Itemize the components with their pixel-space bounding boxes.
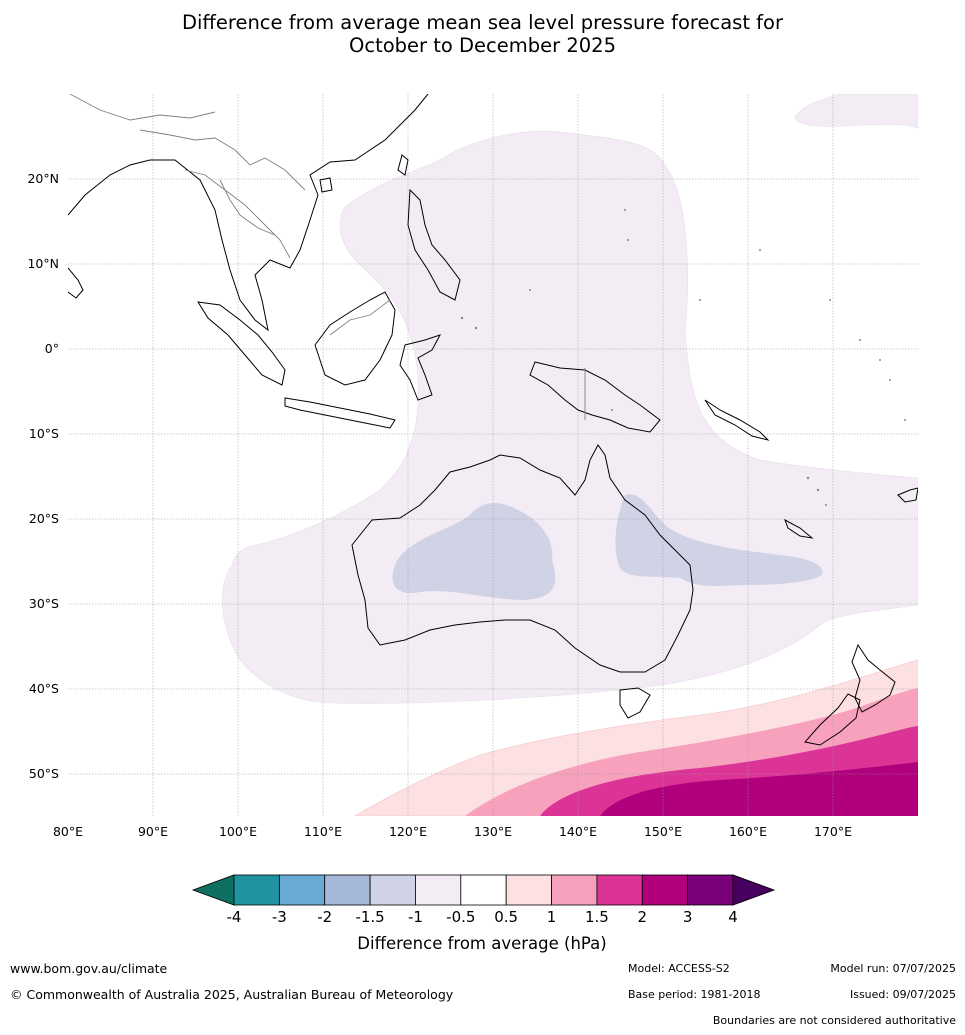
india-coastline [68,267,84,299]
colorbar-extend-high [732,874,776,906]
lon-label: 170°E [814,824,852,839]
philippines-coastline [407,188,461,301]
colorbar-tick-label: -3 [272,908,287,926]
contour-neg-1-east [615,494,823,587]
base-period-text: Base period: 1981-2018 [628,988,761,1001]
lat-label: 0° [45,341,59,356]
new-zealand-north-coastline [851,643,896,713]
lon-label: 140°E [559,824,597,839]
colorbar-tick-label: 4 [728,908,738,926]
colorbar-label: Difference from average (hPa) [357,934,606,953]
model-run-text: Model run: 07/07/2025 [830,962,956,975]
colorbar-swatch [369,874,416,906]
asia-mainland-coastline [68,94,429,332]
colorbar-tick-label: -1 [408,908,423,926]
new-zealand-south-coastline [804,693,861,746]
colorbar-swatch [233,874,280,906]
contour-neg-0.5 [222,130,918,704]
colorbar-swatch [415,874,462,906]
contour-neg-1-west [392,503,556,600]
borneo-coastline [314,291,396,386]
colorbar-tick-label: -0.5 [446,908,475,926]
solomon-islands-coastline [704,399,770,441]
longitude-labels: 80°E 90°E 100°E 110°E 120°E 130°E 140°E … [53,824,852,839]
anomaly-contours [222,94,918,816]
lon-label: 150°E [644,824,682,839]
lon-label: 90°E [138,824,168,839]
contour-neg-0.5-north [794,94,918,129]
lon-label: 100°E [219,824,257,839]
lat-label: 40°S [29,681,59,696]
boundaries-disclaimer: Boundaries are not considered authoritat… [712,1014,956,1027]
colorbar-tick-label: 2 [637,908,647,926]
colorbar-swatch [551,874,598,906]
colorbar-tick-label: 0.5 [494,908,518,926]
issued-text: Issued: 09/07/2025 [849,988,956,1001]
lat-label: 20°S [29,511,59,526]
sumatra-coastline [197,301,286,386]
australia-coastline [351,444,694,673]
new-caledonia-coastline [784,518,814,539]
colorbar-tick-label: -2 [317,908,332,926]
colorbar-tick-label: 1.5 [585,908,609,926]
taiwan-coastline [397,154,409,176]
colorbar-swatch [505,874,552,906]
fiji-coastline [897,487,918,503]
new-guinea-coastline [529,361,661,433]
colorbar-swatch [278,874,326,906]
lon-label: 120°E [389,824,427,839]
hainan-coastline [319,177,333,193]
sulawesi-coastline [399,334,442,401]
small-islands [460,209,906,506]
graticule [68,94,918,816]
colorbar-extend-low [191,874,235,906]
country-borders [69,94,586,420]
lat-label: 50°S [29,766,59,781]
colorbar-tick-label: -1.5 [355,908,384,926]
lon-label: 130°E [474,824,512,839]
lon-label: 160°E [729,824,767,839]
lon-label: 80°E [53,824,83,839]
colorbar-tick-labels: -4 -3 -2 -1.5 -1 -0.5 0.5 1 1.5 2 3 4 [227,908,738,926]
copyright-text: © Commonwealth of Australia 2025, Austra… [10,987,454,1002]
chart-title-line1: Difference from average mean sea level p… [182,11,783,34]
lat-label: 30°S [29,596,59,611]
colorbar-tick-label: 3 [683,908,693,926]
lat-label: 10°N [27,256,59,271]
coastlines [68,94,918,746]
latitude-labels: 20°N 10°N 0° 10°S 20°S 30°S 40°S 50°S [27,171,59,781]
contour-pos-2 [600,762,918,816]
lon-label: 110°E [304,824,342,839]
colorbar-tick-label: 1 [547,908,557,926]
model-text: Model: ACCESS-S2 [628,962,730,975]
lat-label: 20°N [27,171,59,186]
colorbar-swatch [324,874,371,906]
colorbar-swatch [460,874,507,906]
website-text: www.bom.gov.au/climate [10,961,168,976]
lat-label: 10°S [29,426,59,441]
java-coastline [284,397,396,429]
tasmania-coastline [619,687,651,719]
chart-title-line2: October to December 2025 [349,34,616,57]
colorbar-swatch [596,874,643,906]
colorbar-tick-label: -4 [227,908,242,926]
colorbar-swatch [641,874,689,906]
colorbar [191,874,776,906]
colorbar-swatch [687,874,734,906]
